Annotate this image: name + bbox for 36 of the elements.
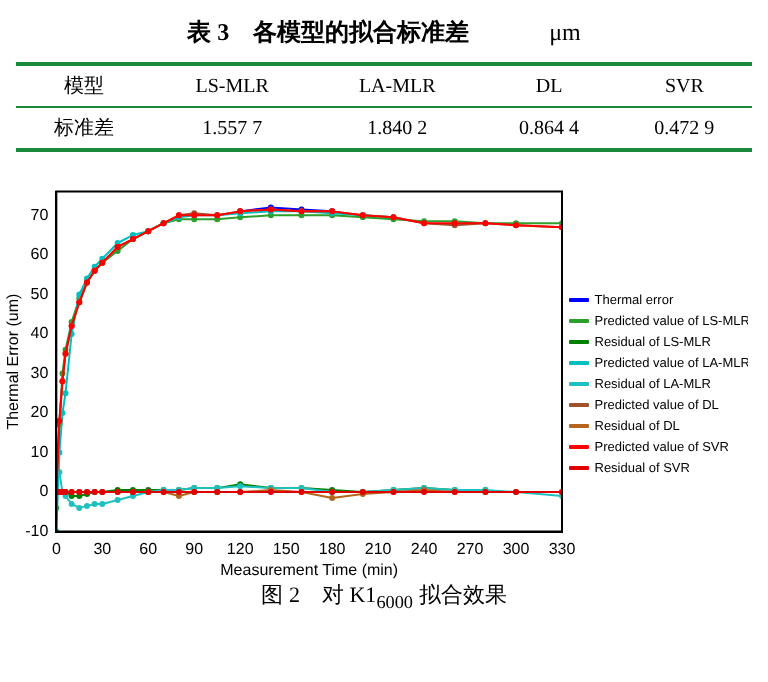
data-label: 1.840 2	[365, 115, 430, 143]
y-tick-label: 40	[30, 324, 50, 343]
y-axis-title: Thermal Error (um)	[4, 292, 23, 430]
x-axis-title: Measurement Time (min)	[220, 560, 399, 579]
y-tick-label: 70	[30, 205, 50, 224]
x-tick-label: 180	[318, 539, 347, 558]
category-label: LA-MLR	[356, 73, 438, 101]
y-tick-label: -10	[25, 522, 50, 541]
x-tick-label: 330	[548, 539, 577, 558]
x-tick-label: 120	[226, 539, 255, 558]
data-label: 0.864 4	[517, 115, 582, 143]
x-tick-label: 0	[51, 539, 62, 558]
x-tick-label: 150	[272, 539, 301, 558]
category-label: LS-MLR	[193, 73, 271, 101]
data-label: 0.472 9	[652, 115, 717, 143]
y-tick-label: 50	[30, 284, 50, 303]
text: 表 3 各模型的拟合标准差	[187, 18, 470, 46]
x-tick-label: 60	[139, 539, 159, 558]
x-tick-label: 240	[410, 539, 439, 558]
category-label: DL	[533, 73, 565, 101]
caption: 图 2 对 K1$_{6000}$ 拟合效果	[259, 581, 509, 613]
text: 标准差	[51, 115, 116, 144]
y-tick-label: 30	[30, 363, 50, 382]
text: μm	[549, 18, 581, 46]
y-tick-label: 0	[39, 482, 50, 501]
data-label: 1.557 7	[200, 115, 265, 143]
x-tick-label: 90	[185, 539, 205, 558]
text: 模型	[61, 73, 106, 102]
y-tick-label: 20	[30, 403, 50, 422]
x-tick-label: 300	[502, 539, 531, 558]
x-tick-label: 270	[456, 539, 485, 558]
x-tick-label: 30	[93, 539, 113, 558]
x-tick-label: 210	[364, 539, 393, 558]
category-label: SVR	[662, 73, 706, 101]
y-tick-label: 60	[30, 245, 50, 264]
y-tick-label: 10	[30, 442, 50, 461]
